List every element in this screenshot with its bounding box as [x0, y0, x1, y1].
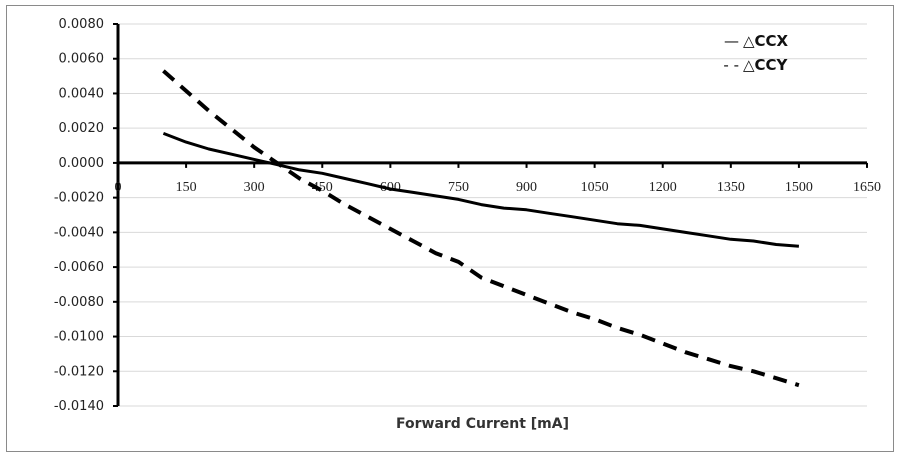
y-tick-label: 0.0060 — [59, 52, 105, 67]
x-tick-label: 0 — [115, 180, 122, 195]
y-tick-label: 0.0020 — [59, 121, 105, 136]
x-tick-label: 1200 — [649, 180, 677, 195]
x-tick-label: 1500 — [785, 180, 813, 195]
y-tick-label: -0.0080 — [54, 295, 104, 310]
series-lines — [162, 69, 800, 388]
x-tick-label: 1650 — [853, 180, 881, 195]
x-tick-label: 300 — [244, 180, 265, 195]
x-tick-label: 1350 — [717, 180, 745, 195]
legend: — △CCX- - △CCY — [723, 32, 788, 74]
x-tick-label: 150 — [176, 180, 197, 195]
y-tick-label: -0.0020 — [54, 191, 104, 206]
y-tick-label: -0.0040 — [54, 225, 104, 240]
legend-symbol: - - — [723, 56, 739, 74]
y-tick-label: -0.0060 — [54, 260, 104, 275]
x-tick-label: 450 — [312, 180, 333, 195]
y-tick-label: -0.0140 — [54, 399, 104, 414]
y-tick-label: 0.0080 — [59, 17, 105, 32]
x-axis-title: Forward Current [mA] — [396, 416, 569, 432]
series-line-ccx — [162, 131, 800, 248]
axes — [113, 23, 868, 407]
y-tick-label: -0.0120 — [54, 364, 104, 379]
tick-labels: 0.0080 0.0060 0.0040 0.0020 0.0000 -0.0020 -0.… — [54, 17, 881, 414]
x-tick-label: 750 — [448, 180, 469, 195]
y-tick-label: -0.0100 — [54, 330, 104, 345]
x-tick-label: 1050 — [581, 180, 609, 195]
legend-label: △CCY — [743, 56, 789, 74]
chart-frame: 0.0080 0.0060 0.0040 0.0020 0.0000 -0.0020 -0.… — [6, 5, 894, 452]
line-chart: 0.0080 0.0060 0.0040 0.0020 0.0000 -0.0020 -0.… — [54, 17, 881, 432]
legend-label: △CCX — [743, 32, 789, 50]
x-tick-label: 900 — [516, 180, 537, 195]
series-line-ccy — [162, 69, 800, 388]
gridlines — [118, 23, 867, 407]
y-tick-label: 0.0000 — [59, 156, 105, 171]
legend-symbol: — — [724, 32, 739, 50]
y-tick-label: 0.0040 — [59, 86, 105, 101]
